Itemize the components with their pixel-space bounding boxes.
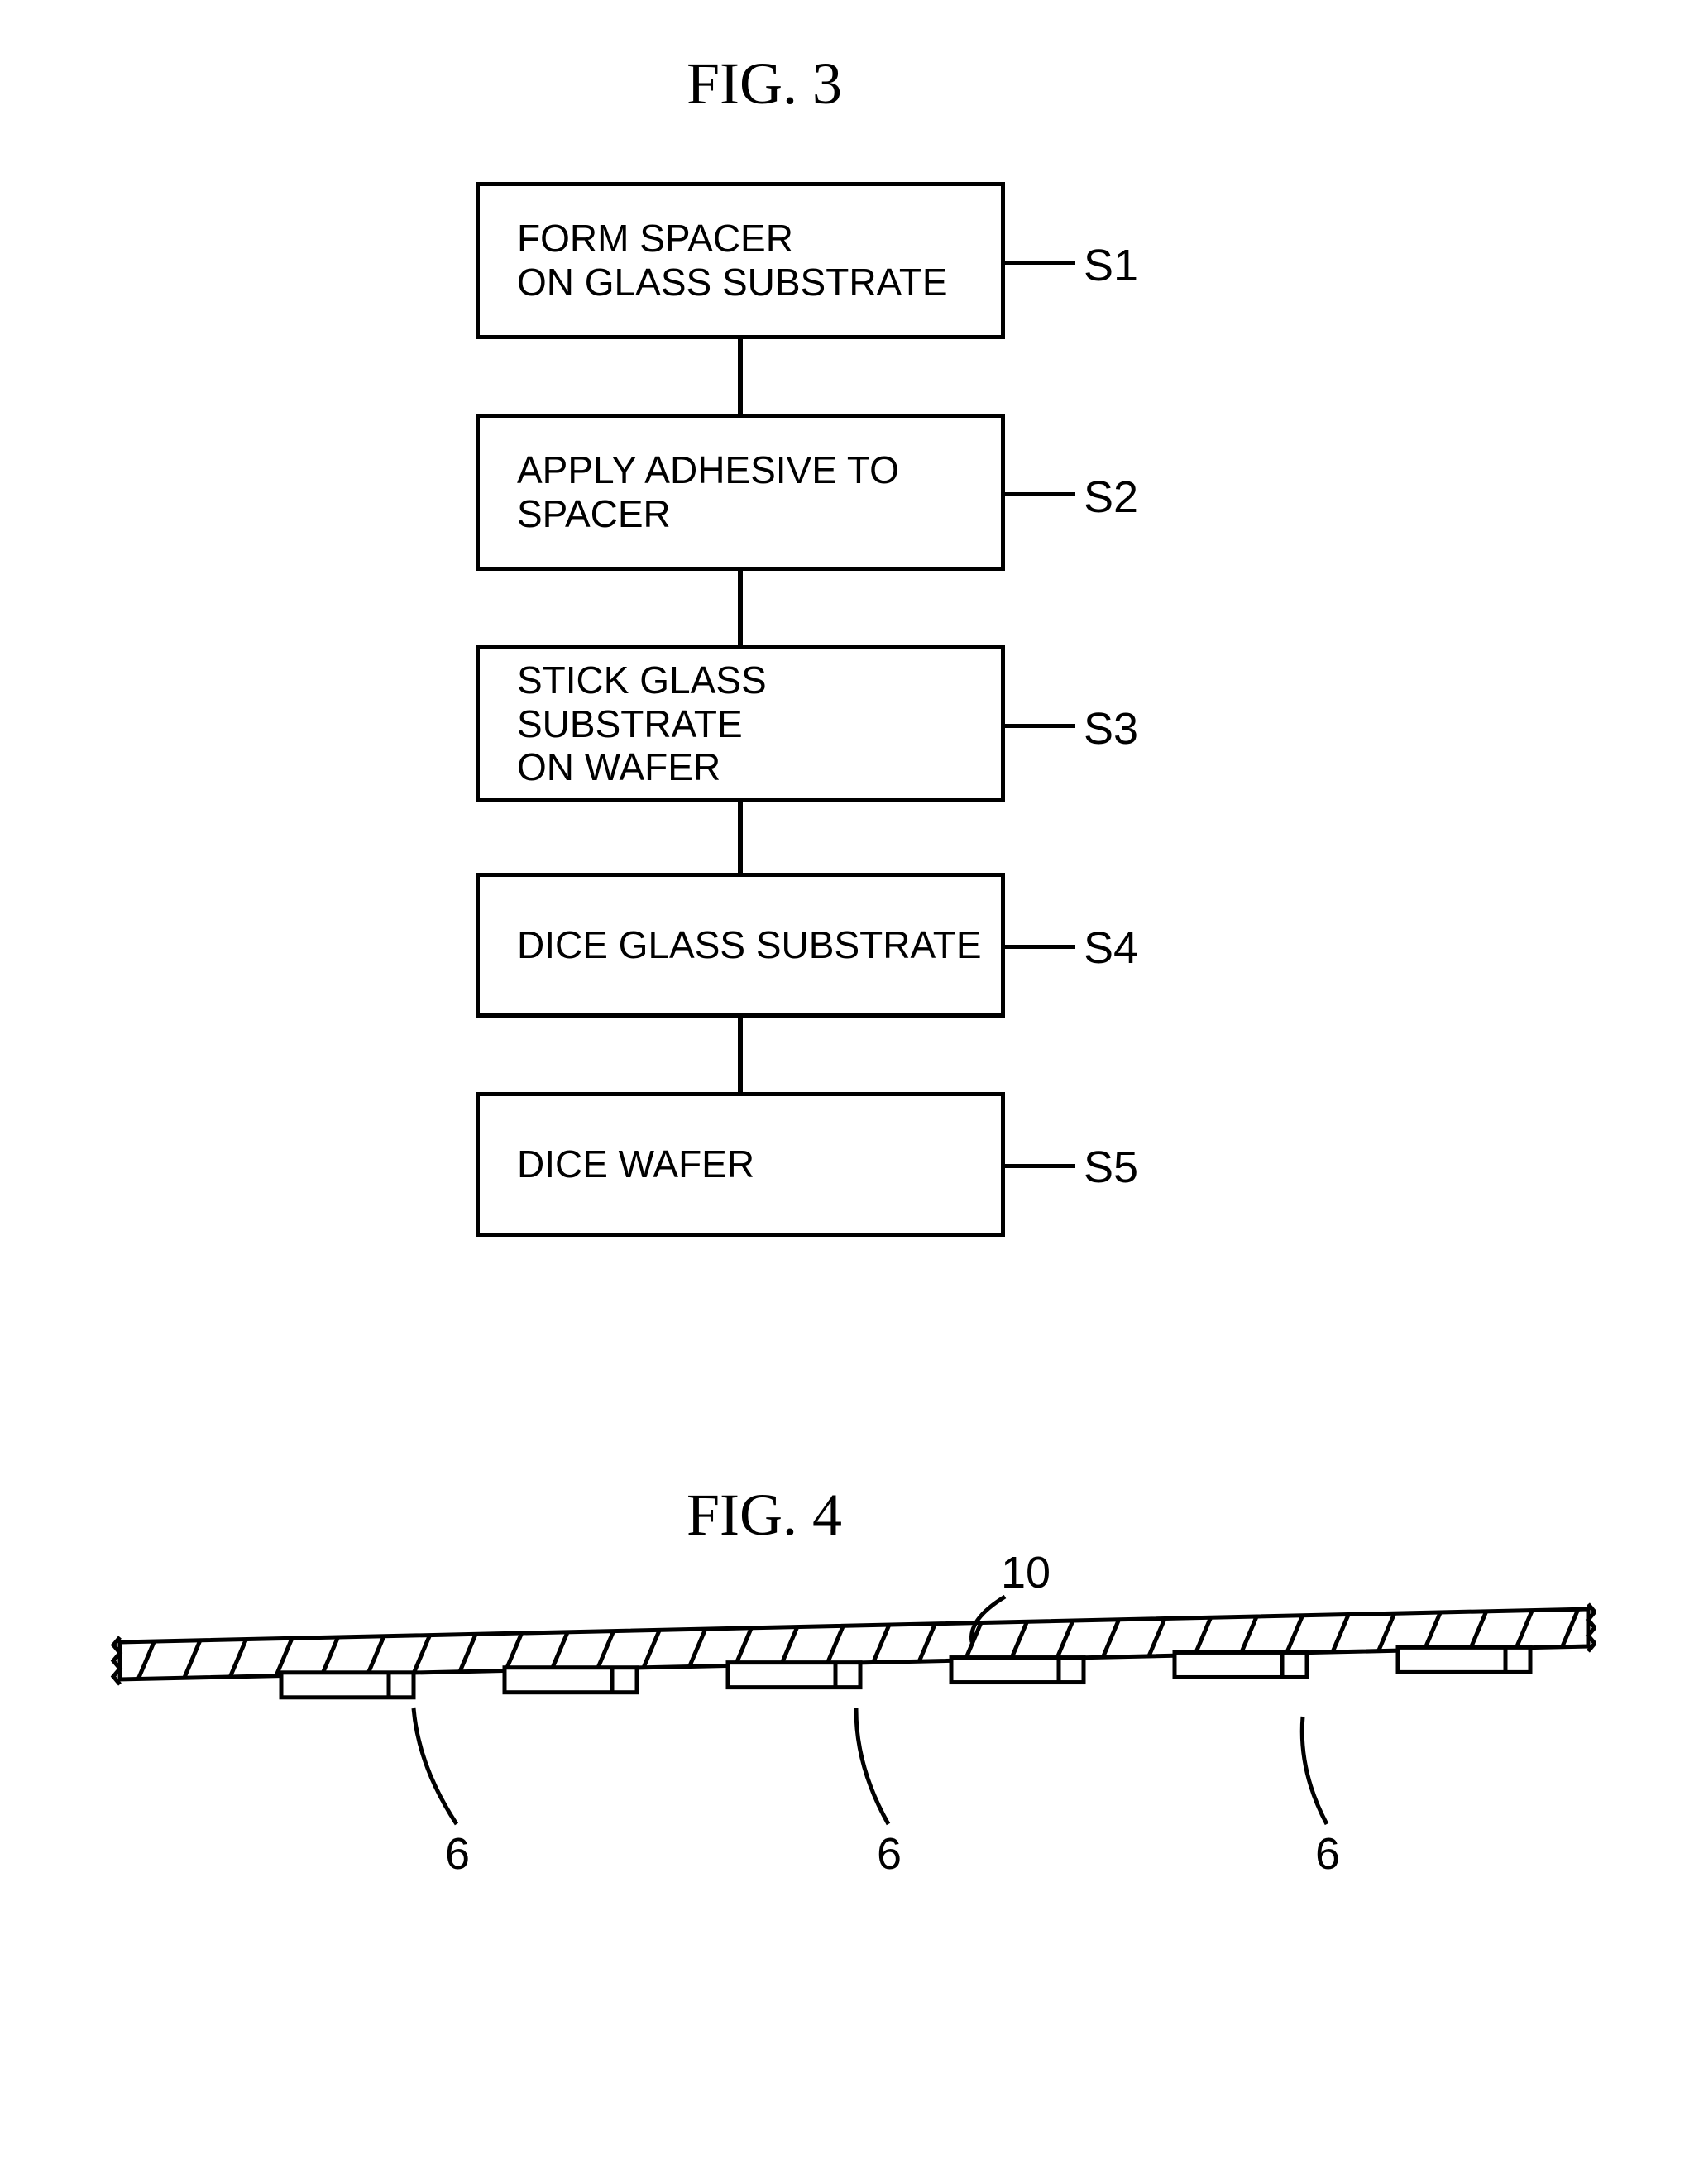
step-label-s2: S2 bbox=[1084, 472, 1138, 523]
step-label-s3: S3 bbox=[1084, 703, 1138, 754]
flow-step-s2: APPLY ADHESIVE TO SPACER bbox=[476, 414, 1005, 571]
flow-connector-2 bbox=[738, 571, 743, 645]
leader-tick-s1 bbox=[1005, 261, 1075, 265]
page: FIG. 3 FORM SPACER ON GLASS SUBSTRATE AP… bbox=[0, 0, 1699, 2184]
leader-tick-s5 bbox=[1005, 1164, 1075, 1168]
flow-step-s5: DICE WAFER bbox=[476, 1092, 1005, 1237]
flow-step-s4: DICE GLASS SUBSTRATE bbox=[476, 873, 1005, 1018]
figure-4-cross-section bbox=[108, 1539, 1596, 1886]
step-label-s1: S1 bbox=[1084, 240, 1138, 291]
flow-step-s1: FORM SPACER ON GLASS SUBSTRATE bbox=[476, 182, 1005, 339]
figure-3-title: FIG. 3 bbox=[687, 50, 842, 118]
leader-tick-s4 bbox=[1005, 945, 1075, 949]
flow-connector-4 bbox=[738, 1018, 743, 1092]
step-label-s4: S4 bbox=[1084, 922, 1138, 974]
flow-connector-1 bbox=[738, 339, 743, 414]
flow-connector-3 bbox=[738, 802, 743, 873]
leader-tick-s3 bbox=[1005, 724, 1075, 728]
step-label-s5: S5 bbox=[1084, 1142, 1138, 1193]
flow-step-s3: STICK GLASS SUBSTRATE ON WAFER bbox=[476, 645, 1005, 802]
leader-tick-s2 bbox=[1005, 492, 1075, 496]
